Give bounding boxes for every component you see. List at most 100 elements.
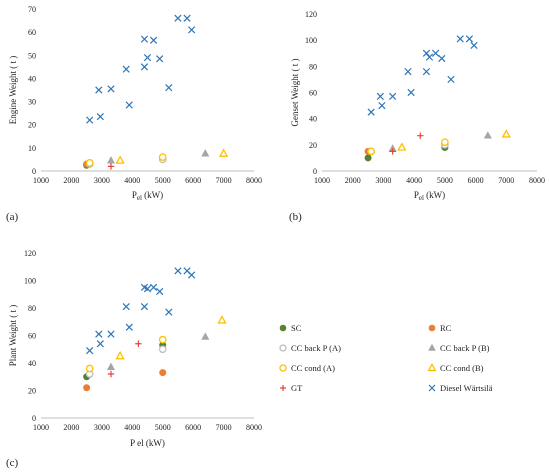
legend-entry-diesel-wartsila: Diesel Wärtsilä xyxy=(428,383,493,393)
point-cc-cond-a xyxy=(85,364,94,373)
x-tick-label: 4000 xyxy=(406,176,422,185)
legend-marker-sc xyxy=(279,324,287,332)
x-tick-label: 2000 xyxy=(63,423,79,432)
point-cc-back-p-b xyxy=(483,131,492,139)
series-sc xyxy=(83,341,167,381)
y-tick-label: 60 xyxy=(309,89,317,98)
y-tick-label: 100 xyxy=(24,277,36,286)
point-diesel-wartsila xyxy=(183,14,191,22)
point-diesel-wartsila xyxy=(140,63,149,71)
x-tick-label: 2000 xyxy=(63,176,79,185)
point-cc-cond-a xyxy=(158,153,167,161)
y-axis-label: Engine Weight ( t ) xyxy=(8,56,18,125)
point-diesel-wartsila xyxy=(86,116,94,124)
legend-marker-cc-back-p-a xyxy=(279,344,287,352)
point-diesel-wartsila xyxy=(376,92,384,101)
legend-entry-cc-back-p-a: CC back P (A) xyxy=(279,343,341,353)
legend-entry-cc-back-p-b: CC back P (B) xyxy=(428,343,490,353)
plot-area-a: 1000 2000 3000 4000 5000 6000 7000 8000 0 10 20 30 4… xyxy=(8,5,262,202)
legend-label: CC back P (B) xyxy=(440,343,490,353)
y-tick-label: 120 xyxy=(24,249,36,258)
legend-marker-cc-cond-a xyxy=(279,364,287,372)
y-tick-label: 0 xyxy=(313,167,317,176)
y-tick-label: 60 xyxy=(28,28,36,37)
point-diesel-wartsila xyxy=(95,330,103,338)
x-tick-label: 4000 xyxy=(124,176,140,185)
point-cc-back-p-b xyxy=(106,362,116,370)
y-tick-label: 20 xyxy=(28,387,36,396)
legend-label: CC cond (B) xyxy=(440,363,484,373)
legend-label: Diesel Wärtsilä xyxy=(440,383,493,393)
point-diesel-wartsila xyxy=(438,54,446,63)
x-tick-label: 8000 xyxy=(529,176,545,185)
y-tick-label: 50 xyxy=(28,51,36,60)
legend-label: RC xyxy=(440,323,452,333)
point-cc-cond-b xyxy=(115,350,125,360)
series-cc-cond-b xyxy=(115,148,229,164)
y-tick-label: 30 xyxy=(28,98,36,107)
point-diesel-wartsila xyxy=(86,347,94,355)
x-tick-label: 3000 xyxy=(94,176,110,185)
series-gt xyxy=(107,340,142,378)
legend-marker-diesel-wartsila xyxy=(428,384,436,392)
point-diesel-wartsila xyxy=(165,84,173,92)
y-tick-label: 80 xyxy=(28,304,36,313)
series-diesel-wartsila xyxy=(86,14,196,124)
point-cc-cond-a xyxy=(441,138,449,147)
point-diesel-wartsila xyxy=(149,283,158,291)
x-tick-label: 3000 xyxy=(94,423,110,432)
legend-label: GT xyxy=(291,383,303,393)
point-gt xyxy=(107,370,115,378)
x-tick-label: 1000 xyxy=(314,176,330,185)
point-diesel-wartsila xyxy=(470,41,478,50)
point-rc xyxy=(83,384,91,392)
point-sc xyxy=(364,154,372,162)
point-diesel-wartsila xyxy=(404,67,412,76)
series-diesel-wartsila xyxy=(367,35,478,116)
point-gt xyxy=(135,340,142,347)
point-diesel-wartsila xyxy=(140,303,149,311)
x-tick-label: 7000 xyxy=(216,176,232,185)
series-cc-cond-a xyxy=(367,138,449,156)
y-tick-label: 0 xyxy=(32,414,36,423)
point-diesel-wartsila xyxy=(422,49,431,57)
point-diesel-wartsila xyxy=(465,35,474,43)
point-diesel-wartsila xyxy=(107,85,115,93)
point-diesel-wartsila xyxy=(95,86,103,94)
x-tick-label: 8000 xyxy=(246,176,262,185)
point-cc-back-p-b xyxy=(201,149,210,157)
series-gt xyxy=(107,163,115,170)
series-cc-back-p-a xyxy=(85,345,167,378)
y-axis-label: Plant Weight ( t ) xyxy=(8,305,18,367)
legend-marker-rc xyxy=(428,324,436,332)
point-cc-back-p-a xyxy=(158,345,167,354)
y-tick-label: 20 xyxy=(28,121,36,130)
x-tick-label: 5000 xyxy=(155,423,171,432)
point-diesel-wartsila xyxy=(143,53,152,62)
series-sc xyxy=(83,155,167,169)
y-tick-label: 40 xyxy=(28,74,36,83)
series-rc xyxy=(364,140,449,155)
legend-label: CC back P (A) xyxy=(291,343,341,353)
point-gt xyxy=(107,163,115,170)
point-cc-cond-b xyxy=(217,315,227,324)
x-axis-label: Pel (kW) xyxy=(132,190,163,202)
x-tick-label: 7000 xyxy=(498,176,514,185)
point-diesel-wartsila xyxy=(107,330,115,338)
point-diesel-wartsila xyxy=(456,35,464,43)
panel-label-c: (c) xyxy=(6,457,19,469)
x-tick-label: 1000 xyxy=(33,176,49,185)
point-gt xyxy=(389,148,396,155)
y-tick-label: 20 xyxy=(309,141,317,150)
series-sc xyxy=(364,143,449,162)
point-diesel-wartsila xyxy=(125,323,133,331)
panel-b: 1000 2000 3000 4000 5000 6000 7000 8000 0 20 40 60 8… xyxy=(289,10,545,223)
y-axis-label: Genset Weight ( t ) xyxy=(290,58,300,126)
x-tick-label: 4000 xyxy=(124,423,140,432)
point-diesel-wartsila xyxy=(96,340,104,348)
legend-entry-rc: RC xyxy=(428,323,452,333)
series-rc xyxy=(83,154,167,168)
y-tick-label: 80 xyxy=(309,62,317,71)
point-cc-cond-b xyxy=(218,148,229,157)
